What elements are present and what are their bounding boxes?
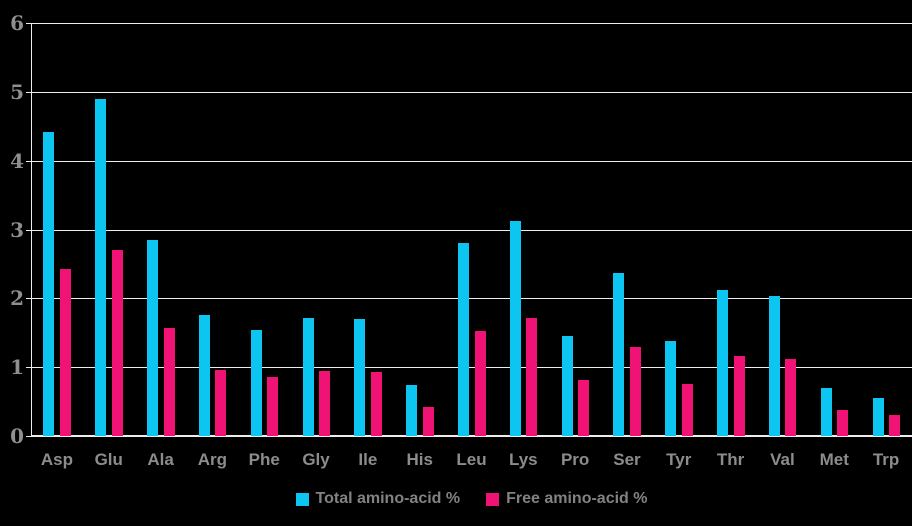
y-gridline bbox=[31, 298, 912, 300]
bar-total-ser[interactable] bbox=[613, 272, 625, 436]
bar-total-glu[interactable] bbox=[95, 98, 107, 436]
x-category-label-ser: Ser bbox=[613, 450, 641, 469]
y-axis-tick bbox=[26, 23, 31, 24]
x-category-label-val: Val bbox=[770, 450, 795, 469]
x-category-label-trp: Trp bbox=[872, 450, 900, 469]
x-category-label-arg: Arg bbox=[197, 450, 228, 469]
bar-free-ala[interactable] bbox=[163, 327, 175, 436]
y-tick-label: 5 bbox=[10, 79, 24, 104]
x-category-label-his: His bbox=[406, 450, 433, 469]
bar-free-leu[interactable] bbox=[474, 330, 486, 436]
bar-free-gly[interactable] bbox=[319, 370, 331, 436]
y-tick-label: 1 bbox=[10, 355, 24, 380]
bar-total-trp[interactable] bbox=[872, 398, 884, 436]
y-gridline bbox=[31, 91, 912, 93]
x-category-label-thr: Thr bbox=[716, 450, 745, 469]
bar-total-val[interactable] bbox=[768, 296, 780, 436]
y-gridline bbox=[31, 229, 912, 231]
legend-label: Total amino-acid % bbox=[315, 490, 461, 507]
legend: Total amino-acid % Free amino-acid % bbox=[31, 490, 912, 508]
y-axis-tick bbox=[26, 229, 31, 231]
y-gridline bbox=[31, 160, 912, 162]
x-category-label-ile: Ile bbox=[358, 450, 378, 469]
y-axis-tick bbox=[26, 298, 31, 300]
bar-total-asp[interactable] bbox=[43, 131, 55, 436]
bar-total-leu[interactable] bbox=[458, 243, 469, 436]
bar-free-arg[interactable] bbox=[215, 369, 227, 436]
y-axis-tick bbox=[26, 436, 31, 437]
y-axis-tick bbox=[26, 160, 31, 162]
y-axis-line bbox=[31, 23, 32, 436]
x-category-label-tyr: Tyr bbox=[666, 450, 692, 469]
bar-total-ile[interactable] bbox=[354, 318, 366, 436]
x-axis-line bbox=[31, 435, 912, 437]
y-tick-label: 4 bbox=[10, 148, 24, 173]
bar-free-trp[interactable] bbox=[889, 414, 901, 436]
y-tick-label: 0 bbox=[10, 424, 24, 448]
y-gridline bbox=[31, 23, 912, 24]
x-category-label-leu: Leu bbox=[456, 450, 487, 469]
y-gridline bbox=[31, 367, 912, 369]
bar-total-his[interactable] bbox=[406, 385, 418, 436]
x-category-label-pro: Pro bbox=[560, 450, 590, 469]
x-category-label-met: Met bbox=[819, 450, 849, 469]
x-category-label-glu: Glu bbox=[94, 450, 123, 469]
bar-free-his[interactable] bbox=[422, 407, 434, 436]
bar-free-thr[interactable] bbox=[733, 356, 745, 436]
x-category-label-gly: Gly bbox=[302, 450, 330, 469]
bar-total-tyr[interactable] bbox=[665, 341, 677, 436]
legend-swatch-icon bbox=[486, 492, 500, 506]
bar-free-asp[interactable] bbox=[59, 268, 71, 436]
x-category-label-lys: Lys bbox=[508, 450, 538, 469]
legend-item-total[interactable]: Total amino-acid % bbox=[295, 490, 461, 508]
y-axis-tick bbox=[26, 367, 31, 369]
bar-total-arg[interactable] bbox=[198, 314, 210, 436]
bar-total-phe[interactable] bbox=[250, 329, 262, 436]
y-tick-label: 6 bbox=[10, 11, 24, 35]
x-category-label-ala: Ala bbox=[147, 450, 174, 469]
bar-total-pro[interactable] bbox=[561, 335, 573, 436]
bar-free-ser[interactable] bbox=[629, 347, 641, 436]
bar-total-gly[interactable] bbox=[302, 317, 314, 436]
bar-free-ile[interactable] bbox=[370, 371, 382, 436]
y-tick-label: 3 bbox=[10, 217, 24, 242]
y-tick-label: 2 bbox=[10, 286, 24, 311]
bar-free-lys[interactable] bbox=[526, 317, 538, 436]
bar-free-val[interactable] bbox=[785, 358, 797, 436]
y-axis-tick bbox=[26, 91, 31, 93]
legend-swatch-icon bbox=[295, 492, 309, 506]
legend-label: Free amino-acid % bbox=[506, 490, 648, 507]
bar-total-lys[interactable] bbox=[509, 220, 521, 436]
x-category-label-asp: Asp bbox=[40, 450, 73, 469]
bar-total-thr[interactable] bbox=[717, 290, 729, 436]
bar-free-pro[interactable] bbox=[578, 380, 590, 436]
bar-free-tyr[interactable] bbox=[681, 383, 693, 436]
bar-free-glu[interactable] bbox=[111, 250, 123, 436]
bar-total-met[interactable] bbox=[820, 387, 832, 436]
bar-free-met[interactable] bbox=[837, 409, 849, 436]
x-category-label-phe: Phe bbox=[248, 450, 280, 469]
bar-free-phe[interactable] bbox=[267, 377, 279, 436]
bar-total-ala[interactable] bbox=[147, 239, 159, 436]
legend-item-free[interactable]: Free amino-acid % bbox=[486, 490, 647, 508]
